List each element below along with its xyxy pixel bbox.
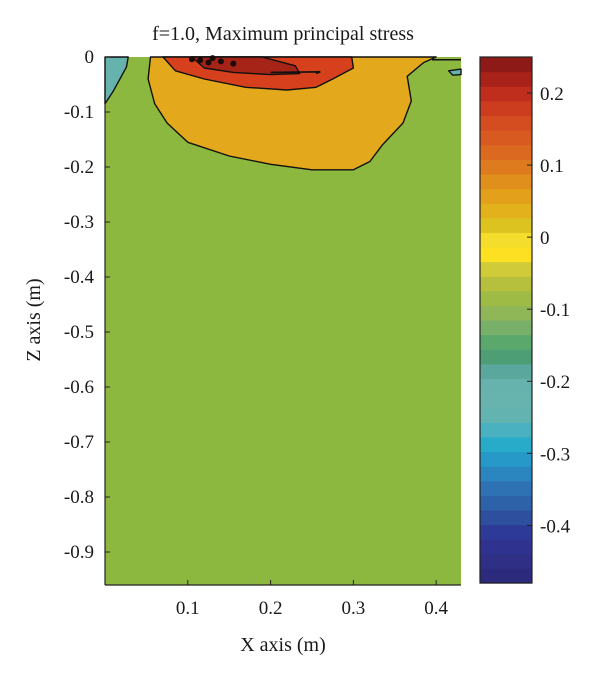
colorbar-band-35 (480, 57, 532, 73)
x-axis-label: X axis (m) (240, 634, 326, 656)
stress-peak-mark-5 (230, 60, 237, 67)
colorbar-tick-label-6: -0.4 (540, 516, 571, 537)
colorbar-band-22 (480, 246, 532, 263)
x-tick-label-1: 0.2 (259, 598, 283, 619)
colorbar-band-18 (480, 305, 532, 321)
y-tick-label-3: -0.3 (64, 212, 94, 233)
colorbar-band-15 (480, 349, 532, 365)
colorbar-band-27 (480, 173, 532, 190)
contour-line-inner (270, 71, 321, 75)
colorbar-band-8 (480, 451, 532, 467)
colorbar-band-17 (480, 320, 532, 336)
y-tick-label-4: -0.4 (64, 267, 95, 288)
colorbar-band-12 (480, 393, 532, 409)
colorbar-band-13 (480, 378, 532, 394)
colorbar-band-28 (480, 159, 532, 175)
colorbar-band-1 (480, 553, 532, 569)
colorbar-tick-label-5: -0.3 (540, 444, 570, 465)
y-axis-label: Z axis (m) (23, 278, 45, 361)
colorbar-band-4 (480, 509, 532, 526)
y-tick-label-1: -0.1 (64, 102, 94, 123)
colorbar-band-14 (480, 363, 532, 380)
colorbar-tick-label-1: 0.1 (540, 156, 564, 177)
stress-peak-mark-3 (188, 56, 195, 63)
stress-peak-mark-4 (209, 55, 216, 62)
x-tick-label-2: 0.3 (341, 598, 365, 619)
stress-peak-mark-0 (197, 57, 204, 64)
colorbar-band-34 (480, 71, 532, 87)
colorbar-band-20 (480, 276, 532, 292)
colorbar-band-10 (480, 422, 532, 438)
x-tick-label-0: 0.1 (176, 598, 200, 619)
colorbar-band-25 (480, 203, 532, 219)
colorbar-tick-label-2: 0 (540, 228, 550, 249)
y-tick-label-7: -0.7 (64, 432, 94, 453)
colorbar-band-2 (480, 539, 532, 555)
x-tick-label-3: 0.4 (424, 598, 448, 619)
colorbar-band-9 (480, 436, 532, 453)
y-tick-label-0: 0 (85, 47, 95, 68)
colorbar-band-33 (480, 86, 532, 102)
colorbar-band-30 (480, 130, 532, 146)
colorbar-band-21 (480, 261, 532, 277)
colorbar-band-19 (480, 290, 532, 306)
y-tick-label-6: -0.6 (64, 377, 94, 398)
contour-region-4 (447, 68, 462, 76)
colorbar-band-6 (480, 480, 532, 496)
colorbar-tick-label-3: -0.1 (540, 300, 570, 321)
colorbar-tick-label-4: -0.2 (540, 372, 570, 393)
y-tick-label-2: -0.2 (64, 157, 94, 178)
chart-title: f=1.0, Maximum principal stress (152, 23, 414, 45)
y-tick-label-5: -0.5 (64, 322, 94, 343)
contour-region-1 (147, 56, 437, 171)
colorbar-band-23 (480, 232, 532, 248)
y-tick-label-8: -0.8 (64, 487, 94, 508)
colorbar-band-3 (480, 524, 532, 540)
y-tick-label-9: -0.9 (64, 542, 94, 563)
colorbar-band-7 (480, 466, 532, 482)
colorbar-band-5 (480, 495, 532, 511)
colorbar-band-29 (480, 144, 532, 160)
colorbar: 0.2 0.1 0 -0.1 -0.2 -0.3 -0.4 (479, 56, 571, 584)
colorbar-band-32 (480, 100, 532, 117)
colorbar-band-11 (480, 407, 532, 423)
stress-peak-mark-2 (217, 58, 224, 65)
stress-peak-mark-1 (205, 59, 212, 66)
colorbar-band-16 (480, 334, 532, 350)
colorbar-band-26 (480, 188, 532, 204)
colorbar-band-0 (480, 568, 532, 584)
colorbar-frame (479, 56, 533, 584)
contour-plot-area: 0 -0.1 -0.2 -0.3 -0.4 -0.5 -0.6 -0.7 -0.8 -0.9 0.1… (64, 47, 462, 619)
colorbar-band-31 (480, 115, 532, 131)
colorbar-band-24 (480, 217, 532, 233)
colorbar-tick-label-0: 0.2 (540, 84, 564, 105)
